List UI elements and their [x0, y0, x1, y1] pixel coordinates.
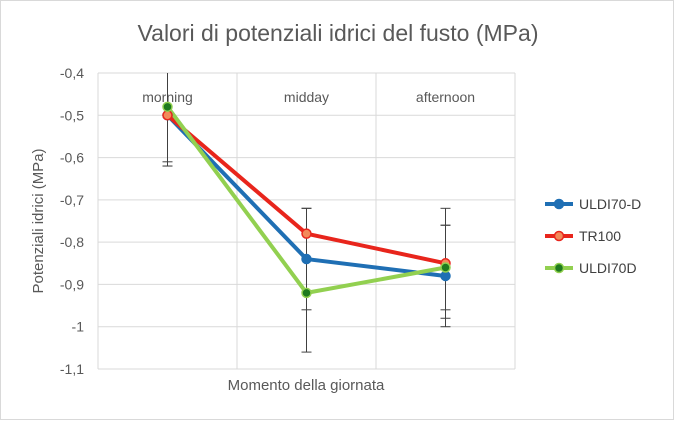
data-point	[162, 101, 173, 113]
y-tick-label: -0,8	[60, 234, 84, 250]
category-label: afternoon	[416, 89, 475, 105]
y-tick-label: -0,4	[60, 65, 84, 81]
y-tick-labels: -0,4 -0,5 -0,6 -0,7 -0,8 -0,9 -1 -1,1	[60, 65, 84, 377]
y-tick-label: -0,5	[60, 107, 84, 123]
data-point	[301, 253, 312, 265]
series-markers	[162, 101, 451, 299]
y-tick-label: -0,6	[60, 150, 84, 166]
category-label: midday	[284, 89, 329, 105]
legend-marker	[553, 230, 565, 242]
legend-marker	[553, 262, 565, 274]
y-tick-label: -1	[72, 319, 85, 335]
data-point	[301, 228, 312, 239]
data-point	[162, 110, 173, 121]
legend-label: TR100	[579, 228, 621, 244]
legend-label: ULDI70-D	[579, 196, 641, 212]
chart-title: Valori di potenziali idrici del fusto (M…	[138, 20, 539, 46]
data-point	[301, 287, 312, 299]
category-labels: morning midday afternoon	[142, 89, 475, 105]
y-tick-label: -1,1	[60, 361, 84, 377]
data-point	[440, 262, 451, 273]
legend: ULDI70-D TR100 ULDI70D	[545, 196, 641, 276]
legend-marker	[553, 198, 565, 210]
x-axis-title: Momento della giornata	[228, 377, 385, 394]
y-tick-label: -0,9	[60, 276, 84, 292]
legend-label: ULDI70D	[579, 260, 637, 276]
y-axis-title: Potenziali idrici (MPa)	[30, 148, 47, 293]
data-point	[440, 270, 451, 282]
y-tick-label: -0,7	[60, 192, 84, 208]
